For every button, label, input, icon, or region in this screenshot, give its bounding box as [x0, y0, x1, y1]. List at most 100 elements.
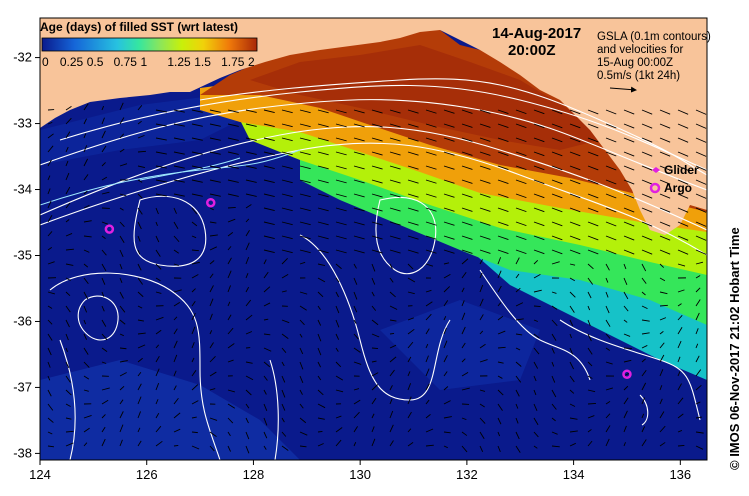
colorbar-tick-label: 0.5 [86, 55, 104, 69]
velocity-vector [191, 151, 203, 155]
velocity-vector [461, 326, 466, 335]
velocity-vector [641, 165, 653, 171]
velocity-vector [245, 179, 257, 183]
velocity-vector [389, 235, 401, 240]
velocity-vector [119, 372, 127, 377]
velocity-vector [119, 319, 126, 325]
velocity-vector [173, 445, 179, 447]
velocity-vector [191, 400, 199, 405]
velocity-vector [497, 375, 503, 379]
velocity-vector [281, 347, 287, 353]
velocity-vector [479, 330, 484, 335]
velocity-vector [641, 345, 648, 349]
velocity-vector [407, 221, 419, 226]
velocity-vector [443, 151, 455, 156]
velocity-vector [371, 151, 383, 156]
velocity-vector [245, 137, 257, 141]
velocity-vector [587, 151, 599, 157]
velocity-vector [677, 123, 689, 129]
velocity-vector [641, 193, 653, 199]
velocity-vector [353, 361, 362, 365]
velocity-vector [623, 319, 628, 323]
velocity-vector [515, 389, 520, 397]
velocity-vector [299, 375, 304, 384]
velocity-vector [353, 249, 365, 254]
velocity-vector [209, 179, 221, 183]
velocity-vector [281, 445, 289, 451]
velocity-vector [443, 123, 455, 128]
velocity-vector [173, 109, 185, 113]
velocity-vector [623, 277, 628, 286]
velocity-vector [587, 429, 592, 433]
colorbar [41, 37, 258, 52]
velocity-vector [569, 165, 581, 171]
velocity-vector [317, 277, 326, 283]
velocity-vector [191, 445, 200, 450]
velocity-vector [425, 137, 437, 142]
colorbar-tick-label: 1 [140, 55, 148, 69]
velocity-vector [371, 360, 377, 363]
gsla-contours-negative [40, 149, 301, 206]
velocity-vector [371, 397, 377, 405]
legend-glider-label: Glider [664, 163, 699, 177]
velocity-vector [425, 428, 434, 433]
velocity-vector [389, 332, 395, 335]
velocity-vector [425, 179, 437, 184]
velocity-vector [443, 221, 455, 226]
velocity-vector [245, 204, 252, 209]
velocity-vector [497, 235, 509, 240]
velocity-vector [641, 332, 650, 335]
velocity-vector [425, 289, 432, 293]
velocity-arrows [47, 102, 707, 454]
velocity-vector [335, 291, 339, 298]
velocity-vector [155, 207, 159, 215]
velocity-vector [281, 151, 293, 156]
argo-float-marker [206, 197, 216, 208]
velocity-vector [173, 221, 179, 229]
velocity-vector [353, 305, 358, 313]
velocity-vector [47, 246, 53, 251]
velocity-vector [677, 249, 689, 255]
velocity-vector [461, 287, 465, 293]
velocity-vector [317, 417, 325, 420]
velocity-vector [641, 249, 653, 255]
velocity-vector [587, 109, 599, 115]
velocity-vector [173, 123, 185, 127]
velocity-vector [623, 385, 629, 391]
velocity-vector [263, 193, 275, 198]
velocity-vector [443, 273, 451, 279]
velocity-vector [641, 109, 653, 115]
velocity-vector [587, 277, 594, 285]
velocity-vector [173, 179, 185, 183]
velocity-vector [191, 179, 203, 183]
velocity-vector [173, 137, 185, 141]
velocity-vector [65, 117, 72, 125]
velocity-vector [281, 258, 288, 265]
velocity-vector [335, 123, 347, 128]
velocity-vector [659, 109, 671, 115]
velocity-vector [119, 385, 125, 391]
velocity-vector [659, 331, 664, 335]
velocity-vector [533, 445, 538, 449]
velocity-vector [263, 271, 269, 279]
velocity-vector [101, 162, 106, 167]
velocity-vector [605, 319, 611, 327]
velocity-vector [425, 328, 430, 335]
velocity-vector [335, 263, 342, 270]
velocity-vector [119, 102, 124, 111]
velocity-vector [479, 389, 486, 392]
velocity-vector [137, 411, 141, 419]
velocity-vector [695, 343, 699, 349]
velocity-vector [119, 360, 128, 363]
velocity-vector [47, 333, 53, 341]
velocity-vector [587, 207, 599, 213]
velocity-vector [335, 389, 344, 393]
velocity-vector [641, 137, 653, 143]
velocity-vector [587, 440, 593, 447]
velocity-vector [605, 207, 617, 213]
velocity-vector [641, 235, 653, 241]
velocity-vector [245, 445, 250, 454]
velocity-vector [227, 137, 239, 141]
velocity-vector [659, 385, 663, 391]
